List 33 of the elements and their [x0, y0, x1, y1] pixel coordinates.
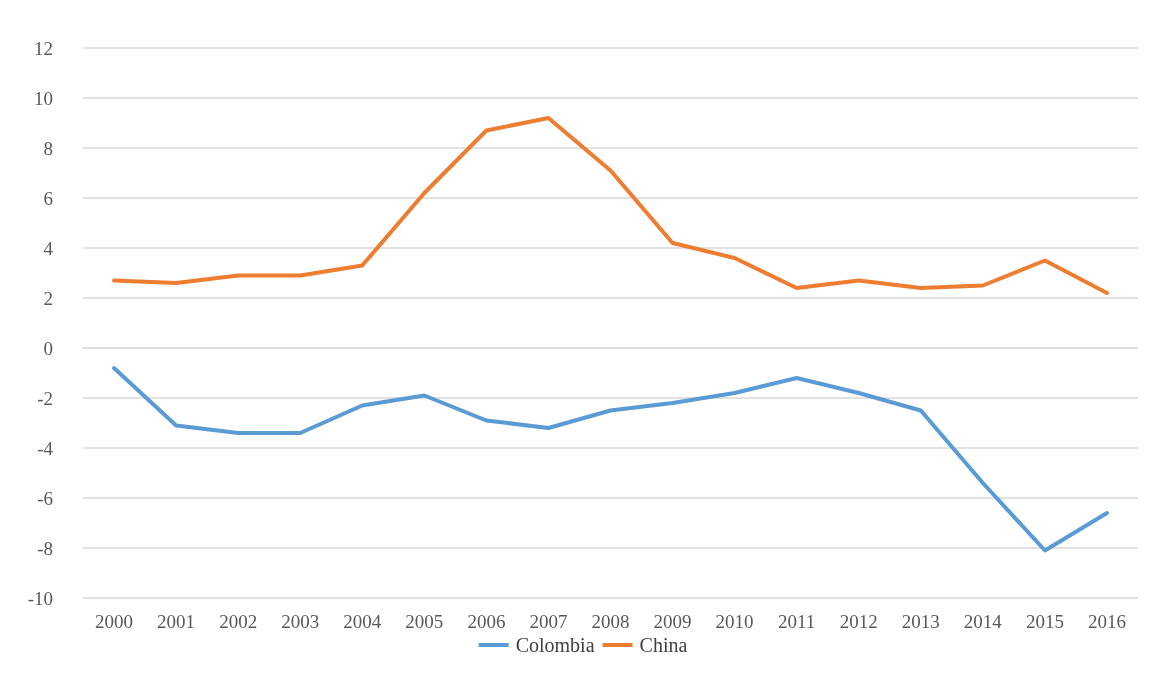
legend-label: China — [639, 634, 688, 656]
x-tick-label: 2003 — [281, 611, 320, 632]
y-tick-label: 6 — [43, 187, 53, 209]
y-tick-label: 8 — [43, 137, 53, 159]
y-tick-label: -6 — [37, 487, 53, 509]
x-tick-label: 2010 — [715, 611, 754, 632]
x-tick-label: 2000 — [95, 611, 134, 632]
x-tick-label: 2008 — [591, 611, 630, 632]
line-series — [112, 366, 1109, 553]
x-tick-label: 2015 — [1025, 611, 1064, 632]
legend-label: Colombia — [515, 634, 595, 656]
line-series — [112, 116, 1109, 295]
y-tick-label: -2 — [37, 387, 53, 409]
x-tick-label: 2011 — [778, 611, 816, 632]
y-tick-label: -10 — [27, 587, 53, 609]
x-tick-label: 2014 — [963, 611, 1003, 632]
x-tick-label: 2004 — [343, 611, 382, 632]
y-tick-label: 4 — [43, 237, 54, 259]
x-tick-label: 2001 — [157, 611, 196, 632]
x-tick-label: 2006 — [467, 611, 506, 632]
x-tick-label: 2005 — [405, 611, 444, 632]
y-tick-label: 12 — [34, 37, 53, 59]
y-tick-label: -8 — [37, 537, 53, 559]
x-tick-label: 2013 — [901, 611, 940, 632]
y-tick-label: -4 — [37, 437, 54, 459]
x-tick-label: 2016 — [1087, 611, 1126, 632]
x-tick-label: 2002 — [219, 611, 258, 632]
y-tick-label: 2 — [43, 287, 53, 309]
x-tick-label: 2007 — [529, 611, 568, 632]
x-tick-label: 2009 — [653, 611, 692, 632]
y-tick-label: 0 — [43, 337, 53, 359]
x-tick-label: 2012 — [839, 611, 878, 632]
y-tick-label: 10 — [34, 87, 53, 109]
